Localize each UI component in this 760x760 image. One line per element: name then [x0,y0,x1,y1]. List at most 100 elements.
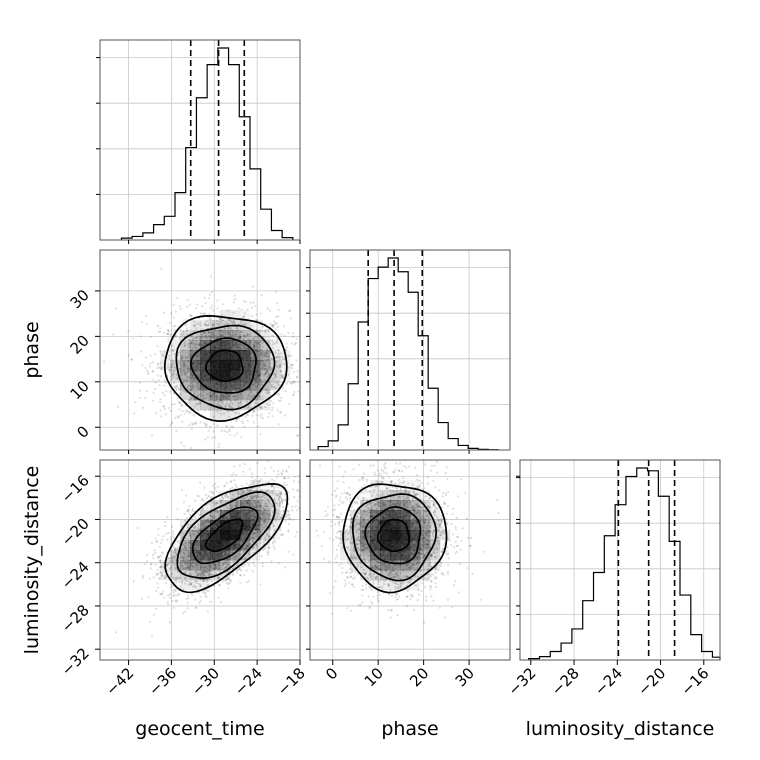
density-cell [220,410,231,421]
scatter-point [172,589,175,592]
scatter-point [184,577,187,581]
density-cell [190,360,201,371]
scatter-point [232,320,235,324]
scatter-point [171,600,174,603]
scatter-point [185,371,188,374]
density-cell [260,360,271,371]
scatter-point [227,323,230,326]
scatter-point [208,574,211,577]
scatter-point [277,423,280,426]
density-cell [250,380,261,391]
density-cell [220,390,231,401]
scatter-point [218,498,221,501]
scatter-point [196,348,199,351]
scatter-point [195,580,198,583]
scatter-point [274,342,277,345]
scatter-point [258,530,262,533]
scatter-point [201,394,204,397]
scatter-point [276,355,279,358]
scatter-point [185,371,188,374]
scatter-point [208,334,211,338]
scatter-point [167,594,170,597]
scatter-point [225,505,228,508]
scatter-point [203,409,206,412]
density-cell [260,390,271,401]
scatter-point [191,529,194,533]
scatter-point [231,497,234,500]
scatter-point [209,570,212,573]
scatter-point [263,547,266,550]
scatter-point [273,373,276,376]
scatter-point [275,365,278,368]
density-cell [220,530,231,541]
scatter-point [242,334,245,337]
scatter-point [244,341,247,344]
scatter-point [190,348,193,351]
scatter-point [281,500,284,503]
scatter-point [155,540,158,544]
scatter-point [211,515,214,518]
scatter-point [266,504,269,507]
scatter-point [234,334,237,337]
scatter-point [174,555,177,559]
scatter-point [197,393,200,396]
scatter-point [257,533,260,536]
scatter-point [255,344,258,347]
scatter-point [209,395,212,398]
scatter-point [226,326,229,329]
scatter-point [256,381,259,384]
scatter-point [259,312,262,315]
scatter-point [188,566,191,569]
density-cell [200,370,211,381]
scatter-point [293,496,296,499]
scatter-point [274,492,277,495]
scatter-point [201,397,205,400]
scatter-point [183,571,186,575]
scatter-point [198,388,201,391]
scatter-point [262,510,265,513]
scatter-point [262,520,265,523]
scatter-point [295,337,298,340]
scatter-point [267,353,270,356]
scatter-point [291,335,294,338]
scatter-point [265,508,268,511]
scatter-point [215,490,218,493]
scatter-point [204,592,207,595]
scatter-point [223,327,226,330]
scatter-point [283,477,286,480]
scatter-point [183,512,186,516]
scatter-point [280,352,283,355]
scatter-point [155,572,158,575]
scatter-point [213,584,216,588]
scatter-point [237,490,240,493]
scatter-point [207,436,210,439]
scatter-point [192,338,195,341]
scatter-point [209,573,212,576]
scatter-point [217,442,220,445]
scatter-point [203,566,206,569]
scatter-point [206,610,209,613]
scatter-point [180,355,183,358]
scatter-point [260,413,263,416]
scatter-point [235,485,238,489]
scatter-point [231,426,234,429]
scatter-point [167,557,170,560]
scatter-point [188,341,191,344]
scatter-point [272,326,275,329]
scatter-point [187,548,190,551]
scatter-point [177,363,180,366]
scatter-point [198,402,201,406]
scatter-point [198,601,201,604]
scatter-point [247,338,250,341]
scatter-point [170,421,173,424]
scatter-point [263,516,266,519]
scatter-point [181,356,184,359]
scatter-point [186,538,189,541]
scatter-point [157,556,160,559]
scatter-point [192,386,195,389]
scatter-point [219,334,222,337]
scatter-point [152,576,155,579]
scatter-point [273,487,276,490]
scatter-point [172,546,175,549]
